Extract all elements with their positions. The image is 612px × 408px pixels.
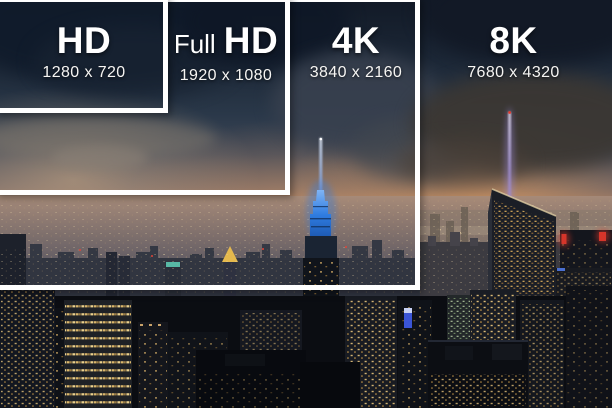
label-8k-dimensions: 7680 x 4320 bbox=[467, 64, 560, 81]
foreground-buildings bbox=[0, 286, 612, 408]
label-hd-text: HD bbox=[56, 20, 112, 61]
label-8k: 8K 7680 x 4320 bbox=[450, 22, 577, 82]
label-8k-text: 8K bbox=[489, 20, 538, 61]
label-full-hd-dimensions: 1920 x 1080 bbox=[179, 67, 273, 84]
label-4k-text: 4K bbox=[331, 20, 381, 61]
label-8k-title: 8K bbox=[450, 22, 577, 60]
cloud bbox=[52, 146, 148, 170]
label-hd: HD 1280 x 720 bbox=[0, 22, 168, 82]
label-4k-dimensions: 3840 x 2160 bbox=[309, 64, 403, 81]
label-hd-title: HD bbox=[0, 22, 168, 60]
label-full-hd: Full HD 1920 x 1080 bbox=[162, 22, 290, 85]
resolution-box-hd bbox=[0, 0, 168, 113]
label-full-hd-title: Full HD bbox=[162, 22, 290, 63]
label-full-hd-prefix: Full bbox=[173, 29, 216, 59]
label-4k-title: 4K bbox=[292, 22, 420, 60]
label-hd-dimensions: 1280 x 720 bbox=[42, 64, 126, 81]
label-full-hd-text: HD bbox=[223, 20, 279, 61]
label-4k: 4K 3840 x 2160 bbox=[292, 22, 420, 82]
